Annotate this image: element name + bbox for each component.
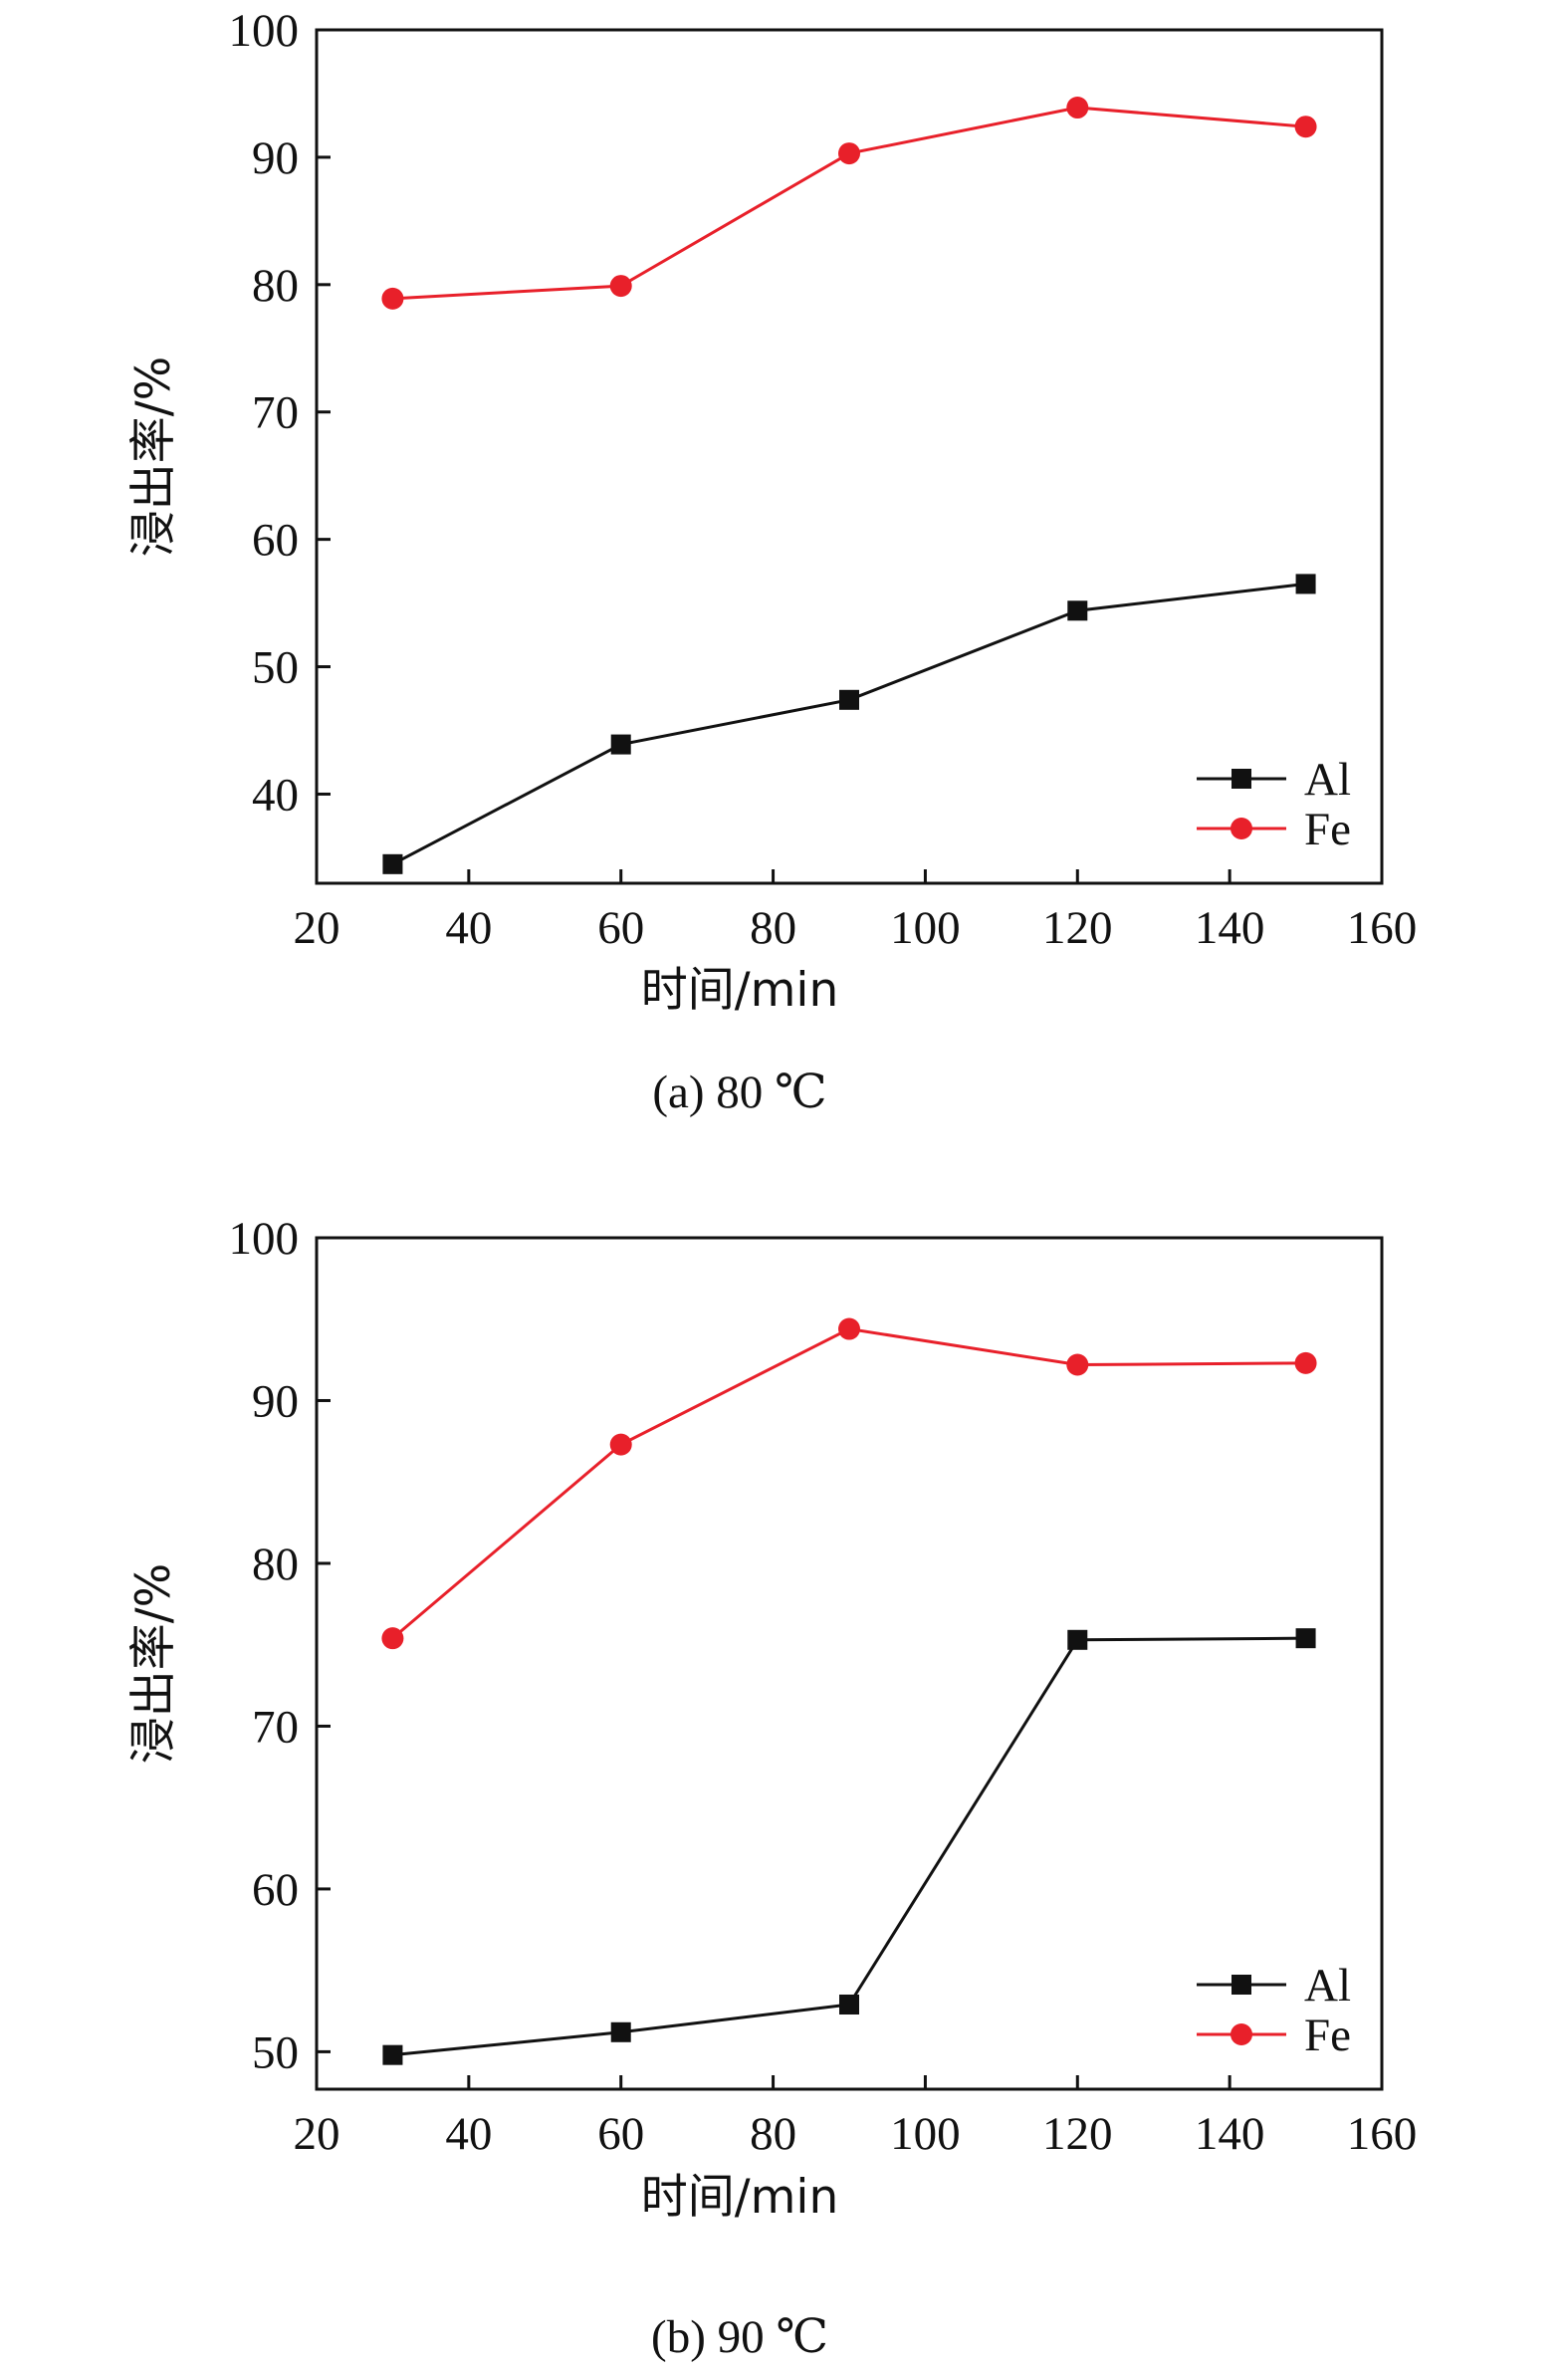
data-point-fe [838, 142, 860, 165]
x-tick-label: 40 [445, 2108, 492, 2160]
x-tick-label: 60 [597, 2108, 644, 2160]
data-point-fe [1066, 1353, 1089, 1376]
data-point-fe [1066, 97, 1089, 119]
data-point-al [610, 2021, 631, 2042]
x-tick-label: 20 [294, 902, 340, 954]
legend-marker-al [1232, 1975, 1251, 1995]
x-tick-label: 140 [1195, 2108, 1265, 2160]
plot-frame [315, 1236, 1384, 2091]
x-tick-label: 40 [445, 902, 492, 954]
series-line-fe [391, 1326, 1306, 1640]
x-axis-title: 时间/min [641, 2170, 838, 2225]
data-point-fe [609, 1433, 632, 1456]
series-line-al [392, 1636, 1306, 2057]
y-tick-label: 70 [252, 387, 299, 439]
y-tick-label: 100 [229, 5, 300, 57]
y-axis-title: 浸出率/% [126, 356, 181, 558]
series-line-al [391, 582, 1306, 866]
y-tick-label: 80 [252, 260, 299, 312]
data-point-fe [838, 1317, 860, 1340]
chart-a: 20 40 60 80 100 120 140 160 40 50 60 70 80 90 100 时间/mi… [126, 5, 1417, 1118]
x-tick-label: 80 [750, 2108, 796, 2160]
x-tick-label: 100 [890, 2108, 961, 2160]
data-point-fe [381, 287, 404, 310]
figure-caption: (b) 90 ℃ [651, 2311, 828, 2363]
x-tick-label: 100 [890, 902, 961, 954]
x-tick-label: 160 [1347, 902, 1418, 954]
x-tick-label: 80 [750, 902, 796, 954]
data-point-al [382, 2044, 403, 2065]
x-tick-label: 140 [1195, 902, 1265, 954]
data-point-fe [1294, 1351, 1317, 1374]
y-tick-label: 40 [252, 769, 299, 821]
data-point-al [839, 1994, 859, 2015]
legend-label-al: Al [1304, 754, 1351, 806]
y-tick-label: 70 [252, 1701, 299, 1753]
y-tick-label: 90 [252, 1375, 299, 1427]
data-point-fe [381, 1627, 404, 1650]
data-point-al [1295, 574, 1316, 594]
x-tick-label: 120 [1042, 902, 1113, 954]
data-point-fe [1294, 116, 1317, 138]
data-point-al [839, 689, 859, 710]
data-point-al [382, 853, 403, 874]
chart-b: 20 40 60 80 100 120 140 160 50 60 70 80 90 100 时间/min 浸… [126, 1213, 1417, 2363]
legend-marker-al [1232, 769, 1251, 789]
plot-frame [315, 28, 1384, 885]
legend-label-fe: Fe [1304, 2010, 1351, 2061]
x-tick-label: 20 [294, 2108, 340, 2160]
legend-marker-fe [1231, 818, 1252, 839]
data-point-al [1295, 1628, 1316, 1649]
data-point-al [610, 734, 631, 755]
legend-label-al: Al [1304, 1960, 1351, 2012]
legend-label-fe: Fe [1304, 804, 1351, 855]
data-point-al [1067, 1629, 1088, 1650]
x-axis-title: 时间/min [641, 963, 838, 1018]
y-tick-label: 60 [252, 515, 299, 567]
x-tick-label: 160 [1347, 2108, 1418, 2160]
x-tick-label: 120 [1042, 2108, 1113, 2160]
x-tick-label: 60 [597, 902, 644, 954]
y-tick-label: 50 [252, 642, 299, 694]
y-axis-title: 浸出率/% [126, 1563, 181, 1765]
data-point-fe [609, 275, 632, 298]
y-tick-label: 90 [252, 132, 299, 184]
figure-caption: (a) 80 ℃ [652, 1067, 826, 1118]
y-tick-label: 100 [229, 1213, 300, 1265]
legend-marker-fe [1231, 2023, 1252, 2045]
y-tick-label: 60 [252, 1864, 299, 1916]
y-tick-label: 50 [252, 2026, 299, 2078]
y-tick-label: 80 [252, 1539, 299, 1590]
data-point-al [1067, 600, 1088, 621]
series-line-fe [392, 106, 1306, 301]
